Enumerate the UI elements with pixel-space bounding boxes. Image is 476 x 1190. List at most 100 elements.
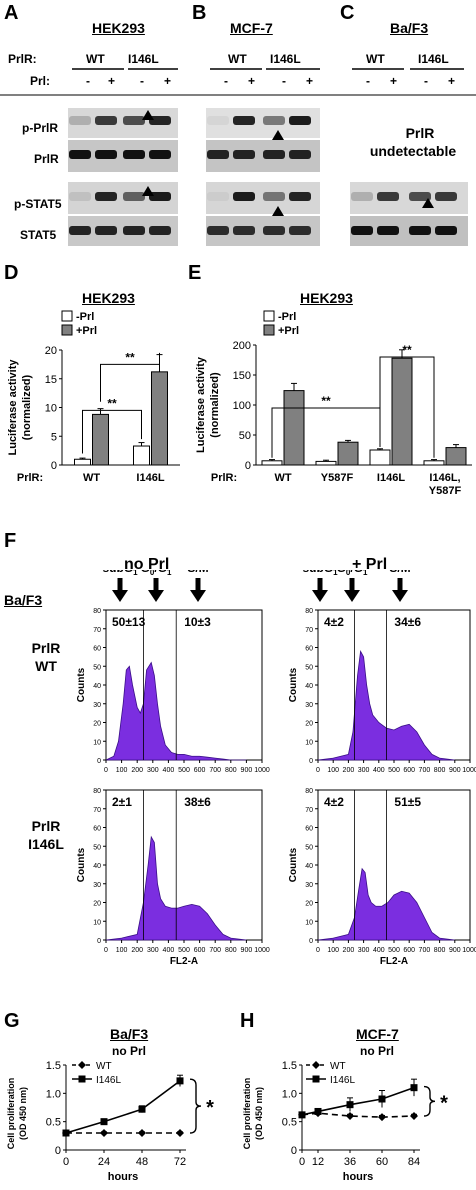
subg1-percentage: 50±13 bbox=[112, 615, 146, 629]
prl-treatment-minus: - bbox=[366, 74, 370, 88]
legend-marker-i146l bbox=[312, 1075, 320, 1083]
blot-band bbox=[69, 150, 91, 159]
x-axis-label: FL2-A bbox=[380, 956, 408, 967]
data-point-i146l bbox=[62, 1129, 70, 1137]
bar-minus-prl bbox=[261, 460, 283, 466]
blot-band bbox=[207, 192, 229, 201]
x-axis-label: FL2-A bbox=[170, 956, 198, 967]
arrowhead-a-p-prlr bbox=[142, 110, 154, 120]
bar-plus-prl bbox=[151, 371, 168, 466]
blot-band bbox=[435, 192, 457, 201]
f-condition-right: + Prl bbox=[352, 556, 388, 573]
x-tick-label: 900 bbox=[241, 767, 253, 774]
x-tick-label: 400 bbox=[373, 767, 385, 774]
x-tick-label: 700 bbox=[209, 947, 221, 954]
prl-treatment-plus: + bbox=[164, 74, 172, 88]
y-tick-label: 50 bbox=[305, 664, 313, 671]
blot-band bbox=[289, 150, 311, 159]
legend-marker-i146l bbox=[78, 1075, 86, 1083]
x-tick-label: 800 bbox=[225, 947, 237, 954]
y-tick-label: 50 bbox=[93, 844, 101, 851]
blot-band bbox=[123, 226, 145, 235]
x-tick-label: 800 bbox=[434, 767, 446, 774]
y-tick-label: 150 bbox=[233, 370, 251, 382]
series-line-i146l bbox=[65, 1080, 181, 1134]
phase-arrow-shaft bbox=[317, 578, 323, 590]
panel-d-cell-line: HEK293 bbox=[82, 290, 135, 306]
y-tick-label: 0 bbox=[291, 1145, 297, 1157]
y-tick-label: 70 bbox=[93, 627, 101, 634]
y-tick-label: 0 bbox=[97, 758, 101, 765]
f-row1-line2: WT bbox=[35, 658, 57, 674]
blot-band bbox=[377, 192, 399, 201]
blot-band bbox=[149, 226, 171, 235]
y-axis-label-unit: (OD 450 nm) bbox=[18, 1087, 28, 1140]
y-axis-label: Luciferase activity bbox=[195, 356, 207, 453]
y-tick-label: 80 bbox=[305, 788, 313, 795]
blot-band bbox=[233, 150, 255, 159]
legend-label-i146l: I146L bbox=[330, 1075, 355, 1086]
y-tick-label: 80 bbox=[93, 608, 101, 615]
x-axis-label: hours bbox=[108, 1171, 139, 1183]
chart-g: 0 0.5 1.0 1.5 0 24 48 72 hours Cell proliferation… bbox=[6, 1060, 214, 1183]
x-tick-label: 600 bbox=[194, 767, 206, 774]
x-tick-label: 400 bbox=[373, 947, 385, 954]
y-tick-label: 50 bbox=[239, 430, 251, 442]
x-row-label: PrlR: bbox=[17, 472, 43, 484]
x-tick-label: 48 bbox=[136, 1156, 148, 1168]
y-tick-label: 60 bbox=[305, 646, 313, 653]
x-tick-label: 900 bbox=[449, 947, 461, 954]
y-axis-label-unit: (OD 450 nm) bbox=[254, 1087, 264, 1140]
phase-label: subG1 bbox=[102, 570, 138, 577]
bar-plus-prl bbox=[283, 390, 305, 466]
y-tick-label: 40 bbox=[93, 863, 101, 870]
data-point-i146l bbox=[378, 1095, 386, 1103]
y-axis-label: Cell proliferation bbox=[242, 1078, 252, 1150]
blot-band bbox=[95, 150, 117, 159]
x-tick-label: 700 bbox=[419, 767, 431, 774]
x-tick-label: 0 bbox=[316, 767, 320, 774]
c-mut-label: I146L bbox=[418, 52, 449, 66]
blot-band bbox=[233, 192, 255, 201]
blot-band bbox=[123, 192, 145, 201]
chart-e: -Prl +Prl 0 50 100 150 200 Luciferase activity(… bbox=[195, 310, 472, 497]
y-tick-label: 60 bbox=[93, 646, 101, 653]
panel-letter-f: F bbox=[4, 530, 17, 552]
blot-band bbox=[123, 150, 145, 159]
significance-marker: ** bbox=[321, 394, 331, 408]
y-tick-label: 10 bbox=[305, 919, 313, 926]
y-tick-label: 0 bbox=[97, 938, 101, 945]
bar-minus-prl bbox=[423, 460, 445, 466]
legend-label-minus-prl: -Prl bbox=[76, 311, 94, 323]
y-tick-label: 15 bbox=[45, 374, 57, 386]
phase-arrow-head bbox=[148, 590, 164, 602]
phase-arrow-head bbox=[344, 590, 360, 602]
x-tick-label: 600 bbox=[194, 947, 206, 954]
y-tick-label: 100 bbox=[233, 400, 251, 412]
bar-minus-prl bbox=[315, 460, 337, 466]
panel-a-cell-line: HEK293 bbox=[92, 20, 145, 36]
x-tick-label: 1000 bbox=[462, 947, 476, 954]
blot-band bbox=[263, 192, 285, 201]
y-tick-label: 50 bbox=[93, 664, 101, 671]
subg1-percentage: 4±2 bbox=[324, 615, 344, 629]
prl-treatment-minus: - bbox=[224, 74, 228, 88]
phase-label: G0/G1 bbox=[337, 570, 368, 577]
x-axis-label: hours bbox=[343, 1171, 374, 1183]
panel-h-subtitle: no Prl bbox=[360, 1044, 395, 1058]
y-tick-label: 1.5 bbox=[282, 1060, 297, 1072]
panel-c-note-line1: PrlR bbox=[405, 125, 435, 141]
legend-swatch-minus-prl bbox=[263, 310, 275, 322]
prl-treatment-plus: + bbox=[390, 74, 398, 88]
category-label: I146L bbox=[136, 472, 164, 484]
phase-arrow-shaft bbox=[117, 578, 123, 590]
x-tick-label: 600 bbox=[403, 767, 415, 774]
y-axis-label: Luciferase activity bbox=[7, 359, 19, 456]
significance-bracket bbox=[82, 409, 142, 454]
panel-g-subtitle: no Prl bbox=[112, 1044, 147, 1058]
arrowhead-c-p-stat5 bbox=[422, 198, 434, 208]
blot-band bbox=[409, 192, 431, 201]
blot-band bbox=[95, 116, 117, 125]
y-axis-label: Cell proliferation bbox=[6, 1078, 16, 1150]
prl-treatment-minus: - bbox=[140, 74, 144, 88]
